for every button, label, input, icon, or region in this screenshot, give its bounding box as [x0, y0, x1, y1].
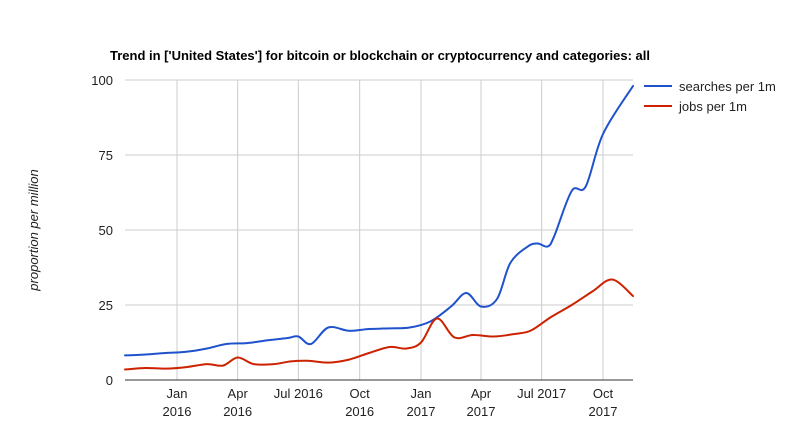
x-tick-label-3: Oct [350, 386, 371, 401]
y-tick-label-1: 25 [99, 298, 113, 313]
y-axis-ticks: 0 25 50 75 100 [91, 73, 113, 388]
y-axis-label: proportion per million [26, 169, 41, 291]
x-tick-label-0: Jan [167, 386, 188, 401]
x-tick-year-0: 2016 [163, 404, 192, 419]
y-tick-label-0: 0 [106, 373, 113, 388]
series-line-0 [124, 85, 634, 357]
series-line-1 [124, 278, 634, 371]
x-tick-label-7: Oct [593, 386, 614, 401]
legend-label-0: searches per 1m [679, 79, 776, 94]
series-lines [124, 85, 634, 371]
y-tick-label-4: 100 [91, 73, 113, 88]
x-tick-label-5: Apr [471, 386, 492, 401]
x-tick-year-1: 2016 [223, 404, 252, 419]
x-tick-label-6: Jul 2017 [517, 386, 566, 401]
legend-label-1: jobs per 1m [678, 99, 747, 114]
x-tick-label-1: Apr [228, 386, 249, 401]
x-tick-label-2: Jul 2016 [274, 386, 323, 401]
legend: searches per 1m jobs per 1m [644, 79, 776, 114]
y-tick-label-3: 75 [99, 148, 113, 163]
x-tick-year-5: 2017 [467, 404, 496, 419]
x-axis-ticks: Jan 2016 Apr 2016 Jul 2016 Oct 2016 Jan 2017 Apr 2… [163, 386, 618, 419]
x-tick-year-4: 2017 [407, 404, 436, 419]
x-tick-year-7: 2017 [589, 404, 618, 419]
x-tick-year-3: 2016 [345, 404, 374, 419]
x-tick-label-4: Jan [411, 386, 432, 401]
chart-title: Trend in ['United States'] for bitcoin o… [110, 48, 650, 63]
y-tick-label-2: 50 [99, 223, 113, 238]
gridlines [125, 79, 633, 381]
